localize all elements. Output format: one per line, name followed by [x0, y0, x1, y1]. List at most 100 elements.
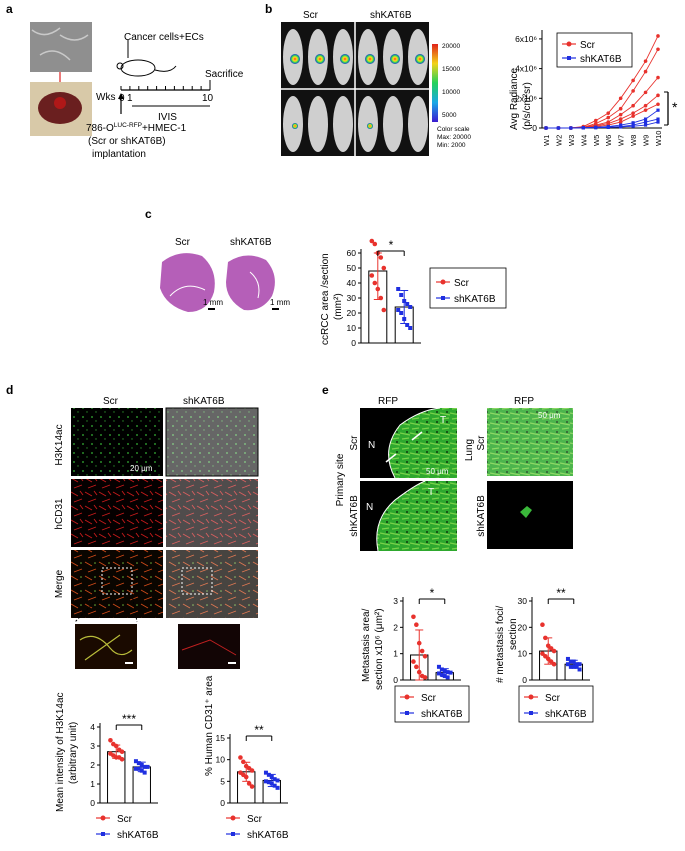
implant-line1: 786-OLUC-RFP+HMEC-1	[86, 122, 187, 134]
chartC-ytick-label: 40	[347, 278, 357, 288]
if-row-hcd31: hCD31	[54, 498, 65, 530]
svg-text:Scr: Scr	[454, 278, 470, 289]
svg-text:N: N	[366, 502, 373, 513]
chartE2-ytick-label: 10	[518, 649, 528, 659]
chart-b-ytick-label: 6x10⁶	[515, 34, 537, 44]
chartE2-point	[568, 659, 573, 664]
svg-text:Scr: Scr	[247, 814, 263, 825]
chart-c-ylabel-unit: (mm²)	[333, 293, 344, 320]
svg-text:1 mm: 1 mm	[203, 298, 223, 307]
chartE2-point	[574, 664, 579, 669]
chartC-ytick-label: 0	[351, 338, 356, 348]
ivis-signal	[365, 54, 375, 64]
chart-b-ylabel-unit: (p/s/cm²sr)	[522, 82, 533, 130]
svg-text:Scr: Scr	[117, 814, 133, 825]
chart-b-point	[569, 126, 573, 130]
chart-b-xtick-label: W9	[642, 135, 651, 146]
chartE1-point	[419, 648, 425, 654]
legend-b-sh-label: shKAT6B	[580, 54, 622, 65]
ivis-label: IVIS	[158, 112, 177, 123]
panel-e: e RFP RFP T N 50 μm N T Scr shKAT6B Prim…	[322, 383, 573, 552]
ivis-signal	[315, 54, 325, 64]
chartE1-point	[436, 671, 441, 676]
chartC-point	[375, 286, 381, 292]
chartD2-point	[269, 781, 274, 786]
chartE2-point	[577, 667, 582, 672]
chartD1-ytick-label: 2	[90, 760, 95, 770]
chart-d1-ylabel: Mean intensity of H3K14ac	[55, 692, 66, 812]
chartD1-ytick-label: 0	[90, 798, 95, 808]
chartE2-ytick-label: 0	[522, 675, 527, 685]
chart-b-point	[643, 103, 648, 108]
chart-e2-ylabel-unit: section	[508, 618, 519, 650]
chartC-point	[402, 317, 407, 321]
chartD1-ytick-label: 1	[90, 779, 95, 789]
chartE1-ytick-label: 2	[393, 622, 398, 632]
legend-e1: Scr shKAT6B	[394, 685, 470, 723]
chartD2-point	[249, 784, 255, 789]
legend-b-sh-marker	[567, 56, 571, 60]
if-h3k14ac-sh	[166, 408, 258, 476]
chartE1-point	[416, 669, 422, 675]
panel-letter-e: e	[322, 383, 329, 397]
svg-text:shKAT6B: shKAT6B	[349, 495, 360, 537]
chart-b-star: *	[672, 99, 678, 115]
svg-text:shKAT6B: shKAT6B	[247, 830, 289, 841]
chartC-point	[378, 255, 384, 260]
if-h3k14ac-scr	[71, 408, 163, 476]
chartE1-point	[445, 670, 450, 675]
chart-b-xtick-label: W5	[592, 135, 601, 146]
if-row-merge: Merge	[54, 569, 65, 598]
chart-c-ccrcc: 0 10 20 30 40 50 60 *	[347, 238, 421, 348]
cell-culture-image	[30, 22, 92, 72]
ivis-sh-label: shKAT6B	[370, 10, 412, 21]
chartD2-point	[275, 785, 280, 790]
panel-b: b Scr shKAT6B 20000 15000 10000 5000 Color …	[265, 2, 471, 156]
chartE1-point	[411, 659, 416, 664]
chartD1-sig-star: ***	[122, 712, 136, 726]
rfp-label-lung: RFP	[514, 396, 534, 407]
panel-letter-c: c	[145, 207, 152, 221]
chartE1-point	[414, 622, 419, 627]
chart-b-point	[656, 108, 660, 112]
chartD2-point	[241, 759, 246, 765]
chartD1-point	[136, 766, 141, 771]
chart-b-point	[594, 126, 598, 130]
chart-b-point	[656, 117, 660, 121]
chartD2-point	[266, 772, 271, 777]
chartD2-ytick-label: 5	[220, 776, 225, 786]
chartD1-point	[142, 764, 147, 769]
chartE1-point	[445, 675, 450, 680]
chartC-point	[378, 295, 384, 301]
panel-c: c Scr shKAT6B 1 mm 1 mm	[145, 207, 290, 312]
chart-b-point	[631, 114, 635, 118]
chart-b-ylabel: Avg Radiance	[509, 67, 520, 130]
ivis-signal	[292, 123, 298, 129]
chartD2-sig-star: **	[254, 723, 264, 737]
chartC-ytick-label: 30	[347, 293, 357, 303]
chartE2-sig-star: **	[556, 586, 566, 600]
chartD2-point	[275, 778, 280, 783]
chartE2-ytick-label: 20	[518, 622, 528, 632]
chartE2-point	[540, 622, 545, 627]
chart-b-point	[618, 112, 623, 117]
if-zoom-scr	[75, 624, 137, 669]
if-zoom-sh	[178, 624, 240, 669]
rfp-lung-sh	[487, 481, 573, 549]
chartE1-ytick-label: 0	[393, 675, 398, 685]
chartD2-point	[243, 774, 249, 780]
chartE2-point	[568, 664, 573, 669]
chartD2-point	[263, 779, 268, 784]
if-hcd31-scr	[71, 479, 163, 547]
svg-text:Max: 20000: Max: 20000	[437, 134, 471, 141]
svg-text:T: T	[428, 487, 434, 498]
chart-b-point	[656, 34, 660, 38]
chartD2-point	[269, 775, 274, 779]
chart-b-point	[618, 120, 623, 124]
chartC-point	[405, 302, 410, 306]
lung-label: Lung	[464, 439, 475, 461]
chartE2-point	[543, 635, 548, 641]
chartC-point	[399, 293, 404, 297]
chart-e1-ylabel-unit: section x10⁶ (μm²)	[374, 608, 385, 690]
chartE2-point	[551, 648, 557, 654]
